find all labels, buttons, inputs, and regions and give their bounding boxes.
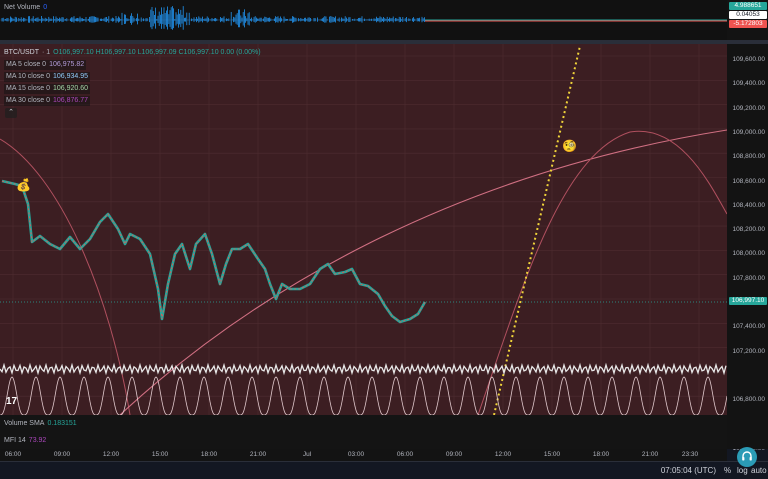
oscillator-band: [0, 362, 727, 376]
price-tick: 109,600.00: [732, 56, 765, 63]
time-tick: 15:00: [543, 451, 561, 458]
time-tick: 21:00: [249, 451, 267, 458]
time-tick: 18:00: [200, 451, 218, 458]
price-tick: 108,600.00: [732, 177, 765, 185]
ma30-label: MA 30 close 0: [6, 97, 50, 104]
symbol-pair[interactable]: BTC/USDT: [4, 49, 39, 56]
mfi-label: MFI 14: [4, 437, 26, 444]
price-tick: 106,800.00: [732, 396, 765, 404]
support-chat-button[interactable]: [737, 447, 757, 467]
indicator-curve-right: [477, 130, 727, 415]
ma10-value: 106,934.95: [52, 73, 89, 80]
pane-separator[interactable]: [0, 40, 768, 44]
net-volume-badge-high: 4.988651: [729, 2, 767, 10]
price-tick: 108,400.00: [732, 201, 765, 209]
net-volume-histogram: [0, 6, 727, 30]
time-tick: 06:00: [4, 451, 22, 458]
price-tick: 107,200.00: [732, 347, 765, 355]
ma30-value: 106,876.77: [52, 97, 89, 104]
utc-clock[interactable]: 07:05:04 (UTC): [660, 466, 716, 475]
moving-average-curve: [119, 129, 727, 415]
main-price-scale[interactable]: 109,600.00 109,400.00 109,200.00 109,000.00…: [727, 44, 768, 476]
ma15-value: 106,920.60: [52, 85, 89, 92]
price-tick: 107,800.00: [732, 274, 765, 282]
face-with-monocle-icon: 🧐: [562, 139, 577, 153]
price-path: [1, 179, 427, 324]
price-chart: [0, 44, 727, 415]
ma15-label: MA 15 close 0: [6, 85, 50, 92]
net-volume-value: 0: [43, 4, 48, 11]
net-volume-label: Net Volume: [4, 4, 41, 11]
tradingview-logo[interactable]: 17: [6, 396, 18, 407]
mfi-value: 73.92: [28, 437, 47, 444]
ma5-label: MA 5 close 0: [6, 61, 47, 68]
collapse-legend-button[interactable]: ⌃: [5, 108, 17, 118]
time-tick: 15:00: [151, 451, 169, 458]
net-volume-badge-mid: 0.04053: [729, 11, 767, 19]
volume-sma-label: Volume SMA: [4, 420, 45, 427]
net-volume-legend[interactable]: Net Volume 0: [4, 3, 47, 13]
time-tick: 21:00: [641, 451, 659, 458]
time-tick: 03:00: [347, 451, 365, 458]
auto-scale-toggle[interactable]: auto: [751, 466, 767, 475]
ma15-legend[interactable]: MA 15 close 0 106,920.60: [4, 84, 91, 94]
net-volume-pane[interactable]: Net Volume 0: [0, 0, 727, 40]
time-tick: 23:30: [681, 451, 699, 458]
ma5-legend[interactable]: MA 5 close 0 106,975.82: [4, 60, 87, 70]
ma5-value: 106,975.82: [49, 61, 85, 68]
symbol-interval: · 1: [42, 49, 51, 56]
oscillator-wave: [0, 376, 727, 415]
dotted-trend-line: [493, 45, 581, 415]
time-tick: 12:00: [494, 451, 512, 458]
price-tick: 108,200.00: [732, 226, 765, 234]
volume-sma-pane[interactable]: Volume SMA 0.183151: [0, 415, 727, 432]
time-tick: Jul: [302, 451, 312, 458]
price-tick: 108,800.00: [732, 153, 765, 161]
log-scale-toggle[interactable]: log: [737, 466, 748, 475]
time-axis[interactable]: 06:00 09:00 12:00 15:00 18:00 21:00 Jul 03:00 06…: [0, 449, 727, 461]
mfi-pane[interactable]: MFI 14 73.92: [0, 432, 727, 449]
net-volume-badge-low: -5.172803: [729, 20, 767, 28]
price-tick: 107,400.00: [732, 323, 765, 331]
mfi-legend[interactable]: MFI 14 73.92: [4, 436, 46, 446]
time-tick: 09:00: [53, 451, 71, 458]
price-tick: 109,000.00: [732, 128, 765, 136]
headset-icon: [742, 451, 752, 461]
ma10-label: MA 10 close 0: [6, 73, 50, 80]
indicator-price-scale[interactable]: [727, 415, 768, 449]
time-tick: 09:00: [445, 451, 463, 458]
current-price-badge: 106,997.10: [729, 297, 767, 305]
symbol-legend[interactable]: BTC/USDT · 1 O106,997.10 H106,997.10 L10…: [4, 48, 261, 58]
money-bag-icon: 💰: [16, 178, 31, 192]
time-tick: 18:00: [592, 451, 610, 458]
time-tick: 06:00: [396, 451, 414, 458]
price-tick: 109,200.00: [732, 104, 765, 112]
percent-scale-toggle[interactable]: %: [724, 466, 732, 475]
volume-sma-legend[interactable]: Volume SMA 0.183151: [4, 419, 77, 429]
time-tick: 12:00: [102, 451, 120, 458]
main-chart-pane[interactable]: BTC/USDT · 1 O106,997.10 H106,997.10 L10…: [0, 44, 727, 415]
volume-sma-value: 0.183151: [47, 420, 77, 427]
bottom-toolbar: 07:05:04 (UTC) % log auto: [0, 461, 768, 479]
price-tick: 109,400.00: [732, 80, 765, 88]
ma30-legend[interactable]: MA 30 close 0 106,876.77: [4, 96, 91, 106]
price-path-down: [1, 180, 426, 323]
net-volume-price-scale[interactable]: 4.988651 0.04053 -5.172803: [727, 0, 768, 40]
symbol-ohlc: O106,997.10 H106,997.10 L106,997.09 C106…: [53, 49, 261, 56]
ma10-legend[interactable]: MA 10 close 0 106,934.95: [4, 72, 91, 82]
price-tick: 108,000.00: [732, 250, 765, 258]
